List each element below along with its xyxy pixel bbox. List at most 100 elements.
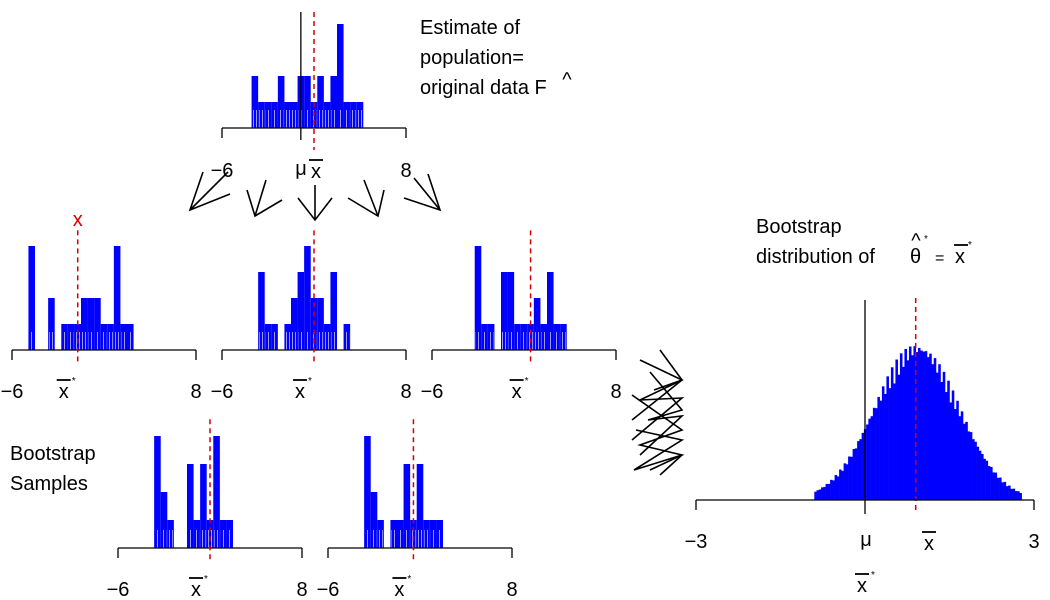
bootstrap-bar: [845, 464, 849, 500]
sample-3-xbar-star: *: [525, 376, 529, 387]
bootstrap-bar: [868, 418, 871, 500]
sample-5-bar-rug: [365, 530, 370, 548]
bootstrap-bar: [888, 388, 892, 500]
bootstrap-bar: [1008, 485, 1011, 500]
arrow-1-shaft: [189, 171, 229, 211]
population-title-line-2: population=: [420, 47, 524, 69]
population-bar-rug: [344, 110, 350, 128]
bootstrap-bar: [972, 439, 975, 500]
sample-3-axis-max-label: 8: [610, 381, 621, 403]
sample-4-bar: [187, 464, 194, 548]
sample-5-axis-max-label: 8: [506, 579, 517, 600]
converge-arrow-4: [631, 394, 685, 471]
sample-2-bar-rug: [331, 332, 336, 350]
bootstrap-axis-max-label: 3: [1028, 531, 1039, 553]
sample-3-bar-rug: [521, 332, 527, 350]
sample-2-bar: [297, 272, 305, 350]
bootstrap-bar: [933, 358, 937, 500]
bootstrap-bar: [875, 408, 878, 500]
bootstrap-bar: [852, 449, 856, 500]
population-bar: [251, 76, 259, 128]
sample-4-bar: [160, 492, 168, 548]
sample-4-bar-rug: [220, 530, 226, 548]
bootstrap-bar: [884, 393, 887, 500]
sample-5-bar: [364, 436, 371, 548]
sample-2-bar-rug: [298, 332, 304, 350]
bootstrap-samples-label-2: Samples: [10, 473, 88, 495]
bootstrap-bar: [958, 416, 962, 500]
sample-3-bar-rug: [482, 332, 487, 350]
bootstrap-bar: [1012, 488, 1016, 500]
bootstrap-bar: [899, 353, 903, 500]
population-bar-rug: [265, 110, 271, 128]
bootstrap-title-theta: θ: [910, 246, 921, 268]
bootstrap-bar: [816, 490, 820, 500]
population-bar-rug: [318, 110, 323, 128]
population-xbar-label: x: [311, 161, 321, 183]
bootstrap-bar: [857, 441, 860, 500]
bootstrap-bar: [861, 432, 865, 500]
sample-4-bar: [200, 464, 207, 548]
bootstrap-xlabel: x: [857, 575, 867, 597]
bootstrap-bar: [935, 372, 939, 500]
sample-2-xbar-label: x: [295, 381, 305, 403]
population-axis-min-label: −6: [211, 160, 234, 182]
sample-panel-4: −6 8 x *: [107, 419, 308, 600]
bootstrap-bar: [866, 424, 869, 500]
bootstrap-bar: [818, 489, 822, 500]
population-axis-max-label: 8: [400, 160, 411, 182]
sample-1-bar: [28, 246, 35, 350]
bootstrap-bar: [823, 486, 826, 500]
sample-5-axis-min-label: −6: [317, 579, 340, 600]
sample-3-bar: [533, 298, 541, 350]
bootstrap-bar: [850, 456, 853, 500]
bootstrap-bar: [839, 469, 842, 500]
bootstrap-bar: [848, 456, 851, 500]
sample-5-bar-rug: [371, 530, 377, 548]
sample-3-bar-rug: [534, 332, 540, 350]
sample-3-bar-rug: [554, 332, 560, 350]
bootstrap-bar: [843, 463, 847, 500]
bootstrap-mu-label: μ: [860, 529, 872, 551]
bootstrap-bar: [969, 432, 973, 500]
population-bar-rug: [324, 110, 330, 128]
sample-1-bar: [81, 298, 88, 350]
bootstrap-bar: [963, 423, 966, 500]
bootstrap-bar: [890, 367, 894, 500]
bootstrap-bar: [1014, 491, 1018, 500]
population-bar: [277, 76, 285, 128]
population-bar-rug: [351, 110, 356, 128]
sample-4-bar: [154, 436, 161, 548]
bootstrap-bar: [1005, 486, 1009, 500]
bootstrap-bar: [915, 351, 919, 500]
sample-3-bar-rug: [541, 332, 546, 350]
sample-2-bar-rug: [265, 332, 271, 350]
arrow-2-shaft: [254, 179, 267, 217]
sample-4-axis-max-label: 8: [296, 579, 307, 600]
sample-4-bar-rug: [194, 530, 200, 548]
sample-2-bar: [258, 272, 265, 350]
bootstrap-bar: [929, 353, 932, 500]
bootstrap-xlabel-star: *: [871, 570, 875, 581]
sample-1-bar: [48, 298, 55, 350]
sample-5-bar-rug: [398, 530, 403, 548]
sample-3-bar-rug: [475, 332, 481, 350]
sample-3-bar: [501, 272, 508, 350]
sample-panel-1: −6 8 x *: [1, 230, 202, 403]
bootstrap-bar: [999, 477, 1002, 500]
bootstrap-bar: [967, 431, 971, 500]
converge-arrow-3: [639, 371, 685, 456]
bootstrap-bar: [987, 466, 991, 500]
bootstrap-bar: [897, 374, 901, 500]
bootstrap-bar: [827, 483, 831, 500]
sample-5-bar-rug: [391, 530, 396, 548]
sample-2-axis-min-label: −6: [211, 381, 234, 403]
bootstrap-bar: [825, 483, 829, 500]
bootstrap-bar: [917, 347, 921, 500]
sample-3-bar-rug: [488, 332, 494, 350]
bootstrap-samples-label-1: Bootstrap: [10, 443, 96, 465]
bootstrap-axis: [695, 499, 1035, 510]
bootstrap-bar: [1001, 482, 1004, 500]
bootstrap-bar: [893, 383, 896, 500]
sample-1-bar-rug: [128, 332, 133, 350]
